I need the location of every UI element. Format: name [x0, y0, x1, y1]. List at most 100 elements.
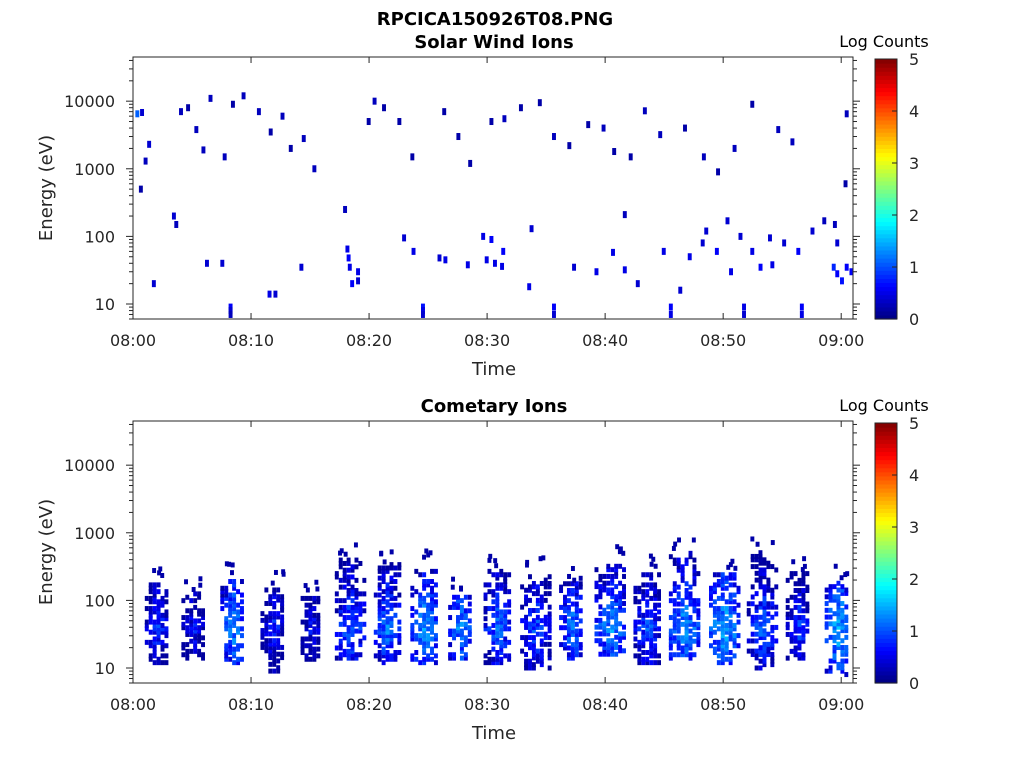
sw-x-tick-label: 08:50 [700, 331, 746, 350]
ci-count-cell [668, 645, 673, 651]
ci-count-cell [422, 585, 427, 591]
ci-count-cell [499, 582, 504, 588]
ci-count-cell [720, 606, 725, 612]
ci-count-cell [566, 631, 571, 637]
ci-count-cell [430, 568, 434, 574]
ci-count-cell [574, 594, 579, 600]
ci-count-cell [385, 599, 390, 605]
ci-count-cell [750, 638, 755, 644]
ci-count-cell [688, 598, 693, 604]
ci-count-cell [304, 656, 309, 662]
ci-count-cell [688, 601, 693, 607]
ci-count-cell [197, 652, 202, 658]
ci-count-cell [750, 594, 755, 600]
ci-count-cell [677, 537, 681, 543]
ci-count-cell [426, 609, 431, 615]
ci-count-cell [422, 636, 427, 642]
ci-count-cell [389, 589, 394, 595]
ci-count-cell [228, 602, 233, 608]
ci-count-cell [507, 572, 512, 578]
sw-colorbar-step [875, 193, 897, 198]
ci-count-cell [342, 635, 347, 641]
ci-count-cell [797, 615, 802, 621]
ci-count-cell [614, 621, 619, 627]
ci-count-cell [531, 638, 536, 644]
ci-colorbar-step [875, 512, 897, 518]
ci-count-cell [528, 597, 532, 603]
ci-count-cell [770, 635, 775, 641]
ci-count-cell [547, 591, 552, 597]
ci-count-cell [397, 562, 402, 568]
ci-count-cell [312, 626, 317, 632]
ci-count-cell [232, 633, 237, 639]
ci-count-cell [463, 615, 468, 621]
ci-count-cell [844, 645, 849, 651]
ci-count-cell [414, 650, 419, 656]
ci-count-cell [566, 608, 571, 614]
ci-count-cell [758, 580, 763, 586]
ci-count-cell [487, 557, 492, 563]
ci-count-cell [448, 615, 453, 621]
ci-count-cell [160, 626, 165, 632]
ci-count-cell [308, 636, 313, 642]
ci-count-cell [844, 658, 849, 664]
ci-count-cell [672, 584, 677, 590]
ci-count-cell [316, 629, 321, 635]
ci-count-cell [308, 619, 313, 625]
ci-colorbar-step [875, 666, 897, 672]
ci-count-cell [649, 585, 654, 591]
ci-count-cell [610, 573, 615, 579]
ci-count-cell [377, 653, 382, 659]
ci-count-cell [720, 579, 725, 585]
ci-count-cell [547, 624, 552, 630]
sw-count-cell [186, 104, 191, 112]
ci-count-cell [766, 580, 771, 586]
sw-colorbar-step [875, 140, 897, 145]
ci-count-cell [802, 563, 807, 569]
ci-count-cell [797, 581, 802, 587]
ci-count-cell [280, 624, 285, 630]
ci-count-cell [426, 616, 431, 622]
ci-colorbar-step [875, 654, 897, 660]
ci-count-cell [152, 589, 157, 595]
ci-count-cell [308, 616, 313, 622]
ci-count-cell [574, 621, 579, 627]
ci-count-cell [578, 628, 583, 634]
ci-count-cell [503, 589, 508, 595]
ci-count-cell [264, 628, 269, 634]
ci-count-cell [308, 646, 313, 652]
sw-colorbar-step [875, 160, 897, 166]
ci-count-cell [487, 650, 492, 656]
ci-count-cell [491, 646, 496, 652]
ci-count-cell [260, 617, 265, 623]
ci-count-cell [653, 606, 658, 612]
ci-count-cell [459, 648, 464, 654]
ci-count-cell [645, 612, 650, 618]
ci-count-cell [758, 628, 763, 634]
ci-count-cell [574, 581, 579, 587]
ci-count-cell [602, 580, 607, 586]
ci-count-cell [385, 582, 390, 588]
ci-count-cell [342, 652, 347, 658]
ci-count-cell [377, 633, 382, 639]
ci-count-cell [696, 571, 701, 577]
ci-count-cell [539, 655, 544, 661]
ci-count-cell [728, 572, 733, 578]
ci-count-cell [657, 616, 661, 622]
sw-count-cell [456, 133, 461, 141]
ci-count-cell [649, 636, 654, 642]
ci-count-cell [598, 641, 603, 647]
ci-count-cell [483, 592, 488, 598]
ci-count-cell [303, 583, 308, 589]
ci-count-cell [385, 602, 390, 608]
ci-count-cell [452, 604, 457, 610]
ci-colorbar-tick-label: 2 [909, 570, 919, 589]
ci-count-cell [240, 606, 244, 612]
ci-count-cell [503, 582, 508, 588]
ci-count-cell [720, 660, 725, 666]
ci-count-cell [793, 594, 798, 600]
ci-count-cell [684, 618, 689, 624]
ci-count-cell [334, 645, 339, 651]
ci-count-cell [692, 571, 697, 577]
ci-count-cell [528, 621, 532, 627]
